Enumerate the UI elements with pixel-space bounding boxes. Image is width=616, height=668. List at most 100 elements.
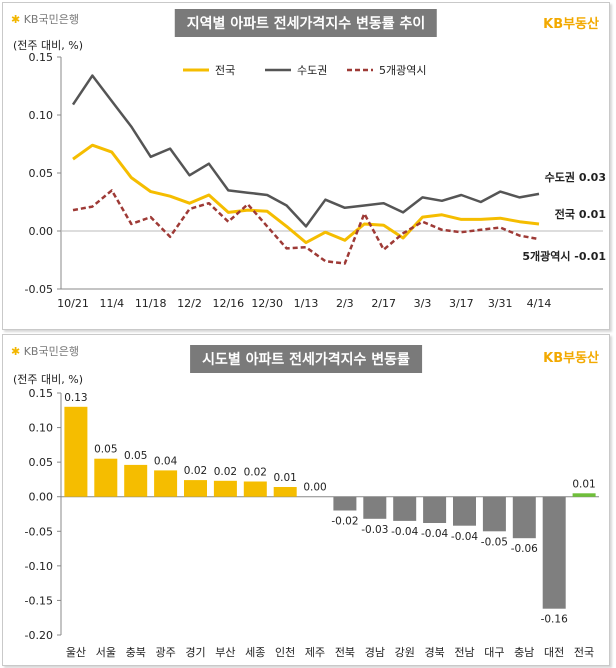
value-label: 0.13 bbox=[64, 392, 87, 404]
bar-대전 bbox=[542, 496, 566, 609]
bar-전남 bbox=[453, 496, 476, 526]
x-tick-label: 3/17 bbox=[449, 297, 474, 310]
chart-title: 시도별 아파트 전세가격지수 변동률 bbox=[190, 345, 422, 373]
value-label: -0.05 bbox=[481, 536, 508, 548]
category-label: 부산 bbox=[215, 646, 235, 659]
line-chart: -0.05 0.00 0.05 0.10 0.15 10/21 11/4 11/18 12/2 1… bbox=[25, 51, 606, 310]
category-label: 경북 bbox=[424, 646, 444, 659]
bar-광주 bbox=[154, 470, 178, 497]
bar-chart-panel: ✱ KB국민은행 시도별 아파트 전세가격지수 변동률 KB부동산 (전주 대비… bbox=[2, 334, 610, 666]
y-tick-label: 0.05 bbox=[29, 456, 54, 469]
bar-인천 bbox=[273, 487, 297, 497]
value-label: -0.16 bbox=[541, 614, 568, 626]
x-tick-label: 11/18 bbox=[135, 297, 167, 310]
value-label: -0.06 bbox=[511, 543, 538, 555]
value-label: 0.01 bbox=[572, 478, 595, 490]
category-label: 전남 bbox=[454, 646, 474, 659]
category-label: 충남 bbox=[514, 646, 534, 659]
value-label: 0.02 bbox=[244, 467, 267, 479]
value-label: 0.01 bbox=[273, 472, 296, 484]
bar-충남 bbox=[512, 496, 536, 539]
series-line-2 bbox=[71, 74, 540, 228]
y-tick-label: 0.00 bbox=[29, 491, 54, 504]
category-label: 제주 bbox=[305, 646, 325, 659]
bar-충북 bbox=[124, 464, 148, 497]
legend-label: 수도권 bbox=[297, 64, 327, 77]
value-label: -0.02 bbox=[331, 516, 358, 528]
value-label: 0.02 bbox=[214, 466, 237, 478]
y-tick-label: 0.10 bbox=[29, 422, 54, 435]
category-label: 강원 bbox=[395, 646, 415, 659]
y-tick-label: -0.10 bbox=[25, 560, 53, 573]
end-label: 수도권 0.03 bbox=[545, 171, 606, 184]
legend-label: 전국 bbox=[215, 64, 235, 77]
bar-전북 bbox=[333, 496, 357, 511]
category-label: 경기 bbox=[185, 646, 205, 659]
x-tick-label: 1/13 bbox=[294, 297, 319, 310]
category-label: 광주 bbox=[155, 646, 175, 659]
y-unit-label: (전주 대비, %) bbox=[13, 39, 84, 52]
x-tick-label: 2/3 bbox=[336, 297, 354, 310]
series-line-3 bbox=[72, 189, 540, 265]
category-label: 충북 bbox=[126, 646, 146, 659]
category-label: 대전 bbox=[544, 646, 564, 659]
end-label: 5개광역시 -0.01 bbox=[522, 249, 606, 263]
line-chart-panel: ✱ KB국민은행 지역별 아파트 전세가격지수 변동률 추이 KB부동산 (전주… bbox=[2, 2, 610, 330]
bar-울산 bbox=[64, 406, 88, 497]
value-label: -0.03 bbox=[361, 524, 388, 536]
y-tick-label: 0.10 bbox=[29, 109, 54, 122]
x-tick-label: 12/16 bbox=[212, 297, 244, 310]
x-tick-label: 12/2 bbox=[177, 297, 202, 310]
value-label: 0.05 bbox=[94, 444, 117, 456]
category-label: 서울 bbox=[96, 646, 116, 659]
x-tick-label: 3/31 bbox=[488, 297, 513, 310]
category-label: 세종 bbox=[245, 646, 265, 659]
y-tick-label: -0.20 bbox=[25, 629, 53, 642]
bar-경기 bbox=[184, 480, 207, 497]
x-tick-label: 3/3 bbox=[414, 297, 432, 310]
kb-bank-logo: ✱ KB국민은행 bbox=[11, 345, 79, 358]
kb-real-estate-brand: KB부동산 bbox=[543, 351, 599, 366]
x-tick-label: 2/17 bbox=[371, 297, 396, 310]
category-label: 울산 bbox=[66, 646, 86, 659]
y-tick-label: -0.05 bbox=[25, 283, 53, 296]
end-label: 전국 0.01 bbox=[555, 207, 606, 221]
category-label: 경남 bbox=[365, 646, 385, 659]
bar-대구 bbox=[482, 496, 506, 532]
legend-label: 5개광역시 bbox=[379, 64, 426, 77]
y-tick-label: -0.05 bbox=[25, 525, 53, 538]
value-label: 0.04 bbox=[154, 455, 178, 467]
value-label: 0.05 bbox=[124, 450, 147, 462]
y-tick-label: 0.15 bbox=[29, 387, 54, 400]
category-label: 인천 bbox=[275, 645, 295, 659]
x-tick-label: 4/14 bbox=[527, 297, 552, 310]
y-tick-label: 0.15 bbox=[29, 51, 54, 64]
series-line-1 bbox=[72, 143, 540, 245]
bar-서울 bbox=[94, 458, 118, 497]
x-tick-label: 11/4 bbox=[99, 297, 124, 310]
value-label: 0.00 bbox=[303, 482, 326, 494]
bar-부산 bbox=[213, 480, 237, 497]
kb-bank-logo: ✱ KB국민은행 bbox=[11, 13, 79, 26]
value-label: -0.04 bbox=[421, 528, 448, 540]
y-unit-label: (전주 대비, %) bbox=[13, 373, 84, 386]
value-label: 0.02 bbox=[184, 465, 207, 477]
category-label: 전국 bbox=[574, 646, 594, 659]
bar-경남 bbox=[363, 496, 387, 519]
value-label: -0.04 bbox=[391, 526, 418, 538]
bar-세종 bbox=[243, 481, 267, 497]
y-tick-label: 0.00 bbox=[29, 225, 54, 238]
value-label: -0.04 bbox=[451, 531, 478, 543]
bar-전국 bbox=[572, 493, 596, 497]
category-label: 전북 bbox=[335, 646, 355, 659]
x-tick-label: 10/21 bbox=[57, 297, 89, 310]
y-tick-label: 0.05 bbox=[29, 167, 54, 180]
kb-real-estate-brand: KB부동산 bbox=[543, 17, 599, 32]
bar-chart: -0.20 -0.15 -0.10 -0.05 0.00 0.05 0.10 0.15 0.13… bbox=[25, 387, 599, 659]
bar-경북 bbox=[423, 496, 447, 523]
y-tick-label: -0.15 bbox=[25, 594, 53, 607]
x-tick-label: 12/30 bbox=[251, 297, 283, 310]
bar-강원 bbox=[393, 496, 417, 521]
chart-title: 지역별 아파트 전세가격지수 변동률 추이 bbox=[174, 9, 438, 37]
category-label: 대구 bbox=[484, 646, 504, 659]
